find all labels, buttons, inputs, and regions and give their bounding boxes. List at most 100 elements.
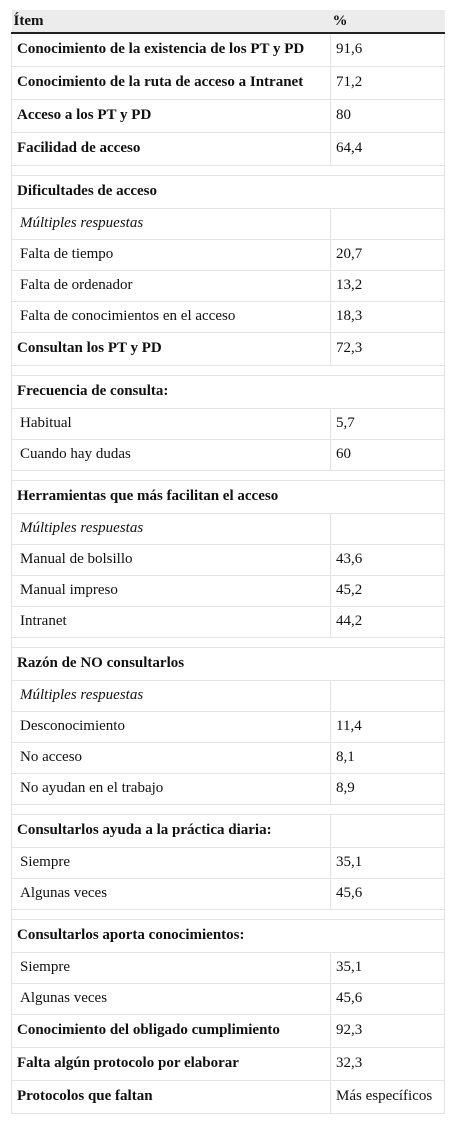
table-body: Conocimiento de la existencia de los PT …: [11, 32, 445, 1114]
table-row: Siempre 35,1: [11, 846, 445, 879]
item-label: Múltiples respuestas: [11, 512, 331, 545]
table-row: Conocimiento de la existencia de los PT …: [11, 32, 445, 67]
section-label: Herramientas que más facilitan el acceso: [11, 479, 445, 514]
table-row: No acceso 8,1: [11, 741, 445, 774]
table-row: Cuando hay dudas 60: [11, 438, 445, 471]
spacer-cell: [11, 908, 445, 920]
percent-value: 45,2: [330, 574, 445, 607]
item-label: No ayudan en el trabajo: [11, 772, 331, 805]
table-row: Habitual 5,7: [11, 407, 445, 440]
table-row: Protocolos que faltan Más específicos: [11, 1079, 445, 1114]
results-table: Ítem % Conocimiento de la existencia de …: [11, 10, 445, 1114]
item-label: Conocimiento del obligado cumplimiento: [11, 1013, 331, 1048]
percent-value: 72,3: [330, 331, 445, 366]
spacer-row: [11, 636, 445, 648]
percent-value: 91,6: [330, 32, 445, 67]
table-header: Ítem %: [11, 10, 445, 34]
item-label: Algunas veces: [11, 982, 331, 1015]
spacer-row: [11, 908, 445, 920]
item-label: Manual impreso: [11, 574, 331, 607]
spacer-cell: [11, 164, 445, 176]
percent-value: 60: [330, 438, 445, 471]
item-label: Falta algún protocolo por elaborar: [11, 1046, 331, 1081]
table-row: Siempre 35,1: [11, 951, 445, 984]
section-label: Consultarlos ayuda a la práctica diaria:: [11, 813, 331, 848]
table-row: Múltiples respuestas: [11, 207, 445, 240]
percent-value: 8,9: [330, 772, 445, 805]
section-row: Frecuencia de consulta:: [11, 374, 445, 409]
percent-value: 20,7: [330, 238, 445, 271]
item-label: Falta de ordenador: [11, 269, 331, 302]
section-label: Frecuencia de consulta:: [11, 374, 445, 409]
item-label: Siempre: [11, 951, 331, 984]
table-row: Facilidad de acceso 64,4: [11, 131, 445, 166]
table-row: Falta de conocimientos en el acceso 18,3: [11, 300, 445, 333]
percent-value: 92,3: [330, 1013, 445, 1048]
percent-value: [330, 512, 445, 545]
item-label: Cuando hay dudas: [11, 438, 331, 471]
section-label: Razón de NO consultarlos: [11, 646, 445, 681]
percent-value: [330, 813, 445, 848]
percent-value: 64,4: [330, 131, 445, 166]
spacer-cell: [11, 364, 445, 376]
percent-value: 8,1: [330, 741, 445, 774]
percent-value: 13,2: [330, 269, 445, 302]
table-row: Falta algún protocolo por elaborar 32,3: [11, 1046, 445, 1081]
item-label: Intranet: [11, 605, 331, 638]
item-label: Algunas veces: [11, 877, 331, 910]
section-row: Consultarlos ayuda a la práctica diaria:: [11, 813, 445, 848]
percent-value: 11,4: [330, 710, 445, 743]
results-table-container: Ítem % Conocimiento de la existencia de …: [11, 10, 445, 1114]
section-label: Consultarlos aporta conocimientos:: [11, 918, 445, 953]
item-label: Conocimiento de la existencia de los PT …: [11, 32, 331, 67]
item-label: Múltiples respuestas: [11, 207, 331, 240]
table-row: Acceso a los PT y PD 80: [11, 98, 445, 133]
table-row: Manual de bolsillo 43,6: [11, 543, 445, 576]
item-label: Desconocimiento: [11, 710, 331, 743]
table-row: Algunas veces 45,6: [11, 877, 445, 910]
section-row: Razón de NO consultarlos: [11, 646, 445, 681]
table-row: Algunas veces 45,6: [11, 982, 445, 1015]
percent-value: 45,6: [330, 982, 445, 1015]
section-row: Dificultades de acceso: [11, 174, 445, 209]
table-row: Falta de ordenador 13,2: [11, 269, 445, 302]
item-label: No acceso: [11, 741, 331, 774]
percent-value: [330, 207, 445, 240]
header-percent: %: [330, 10, 445, 34]
spacer-row: [11, 469, 445, 481]
percent-value: Más específicos: [330, 1079, 445, 1114]
percent-value: 43,6: [330, 543, 445, 576]
percent-value: 5,7: [330, 407, 445, 440]
table-row: Conocimiento del obligado cumplimiento 92…: [11, 1013, 445, 1048]
header-item: Ítem: [11, 10, 331, 34]
table-row: Manual impreso 45,2: [11, 574, 445, 607]
percent-value: 32,3: [330, 1046, 445, 1081]
item-label: Conocimiento de la ruta de acceso a Intr…: [11, 65, 331, 100]
item-label: Acceso a los PT y PD: [11, 98, 331, 133]
section-label: Dificultades de acceso: [11, 174, 445, 209]
percent-value: 35,1: [330, 846, 445, 879]
percent-value: 45,6: [330, 877, 445, 910]
table-row: Desconocimiento 11,4: [11, 710, 445, 743]
spacer-cell: [11, 803, 445, 815]
table-row: Múltiples respuestas: [11, 512, 445, 545]
section-row: Consultarlos aporta conocimientos:: [11, 918, 445, 953]
item-label: Consultan los PT y PD: [11, 331, 331, 366]
spacer-cell: [11, 469, 445, 481]
item-label: Facilidad de acceso: [11, 131, 331, 166]
spacer-row: [11, 164, 445, 176]
item-label: Protocolos que faltan: [11, 1079, 331, 1114]
item-label: Falta de tiempo: [11, 238, 331, 271]
table-row: Consultan los PT y PD 72,3: [11, 331, 445, 366]
table-row: Conocimiento de la ruta de acceso a Intr…: [11, 65, 445, 100]
table-row: Múltiples respuestas: [11, 679, 445, 712]
item-label: Falta de conocimientos en el acceso: [11, 300, 331, 333]
percent-value: 44,2: [330, 605, 445, 638]
spacer-cell: [11, 636, 445, 648]
table-row: Intranet 44,2: [11, 605, 445, 638]
percent-value: 80: [330, 98, 445, 133]
table-row: No ayudan en el trabajo 8,9: [11, 772, 445, 805]
table-row: Falta de tiempo 20,7: [11, 238, 445, 271]
percent-value: 35,1: [330, 951, 445, 984]
item-label: Siempre: [11, 846, 331, 879]
